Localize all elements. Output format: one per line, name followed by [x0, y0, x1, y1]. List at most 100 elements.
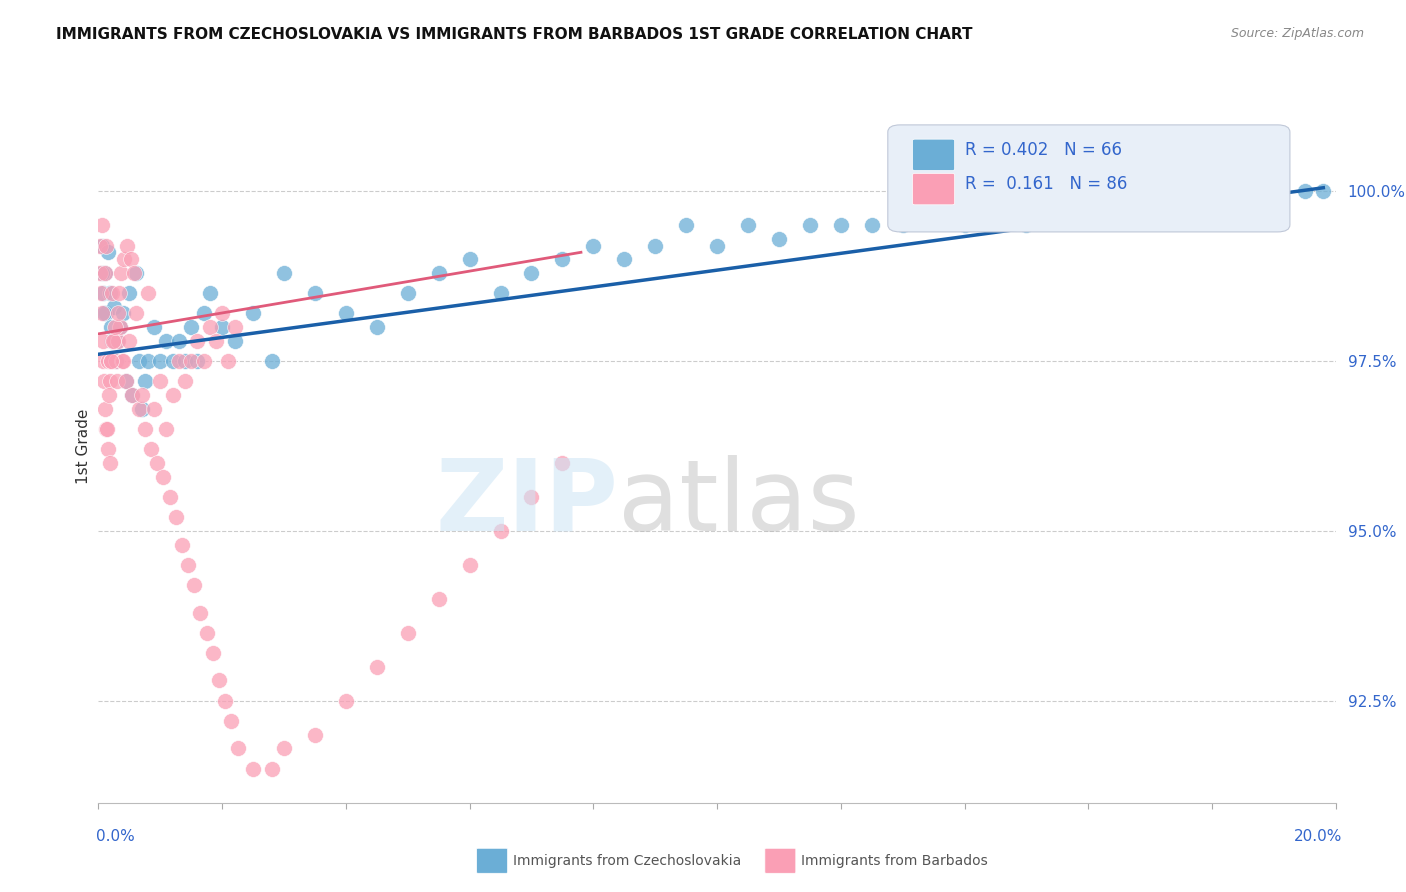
Point [198, 320, 221, 334]
Point [90, 238, 112, 252]
Point [97, 354, 120, 368]
Point [224, 334, 246, 348]
Point [93, 354, 115, 368]
Point [146, 456, 169, 470]
Point [1312, 184, 1334, 198]
Point [520, 266, 543, 280]
Point [159, 490, 181, 504]
Text: Immigrants from Barbados: Immigrants from Barbados [801, 854, 988, 868]
Point [104, 354, 127, 368]
Point [155, 334, 177, 348]
Point [115, 375, 138, 389]
Point [122, 266, 145, 280]
Point [131, 401, 153, 416]
Point [98, 375, 121, 389]
Point [458, 558, 481, 572]
Point [121, 388, 143, 402]
Point [118, 334, 141, 348]
Point [177, 558, 200, 572]
Point [1294, 184, 1316, 198]
Point [139, 442, 162, 457]
Point [117, 238, 139, 252]
Point [458, 252, 481, 266]
Point [180, 354, 202, 368]
Point [737, 218, 759, 232]
Point [167, 354, 190, 368]
Point [304, 728, 326, 742]
Point [170, 537, 193, 551]
Point [149, 375, 172, 389]
Point [120, 252, 142, 266]
Point [112, 354, 135, 368]
Point [91, 306, 114, 320]
Point [162, 388, 184, 402]
Point [174, 375, 197, 389]
Point [830, 218, 852, 232]
Point [104, 320, 127, 334]
Text: R =  0.161   N = 86: R = 0.161 N = 86 [965, 175, 1126, 193]
Point [91, 334, 114, 348]
Point [366, 320, 388, 334]
Point [101, 334, 124, 348]
Point [489, 524, 512, 538]
Point [214, 694, 236, 708]
Point [582, 238, 605, 252]
Point [103, 334, 125, 348]
Point [93, 266, 115, 280]
Point [396, 286, 419, 301]
Point [143, 320, 166, 334]
Point [101, 286, 124, 301]
Point [97, 245, 120, 260]
Point [110, 266, 132, 280]
Point [211, 320, 233, 334]
Point [121, 388, 143, 402]
Point [217, 354, 239, 368]
Point [103, 300, 125, 314]
Point [96, 422, 118, 436]
Point [94, 401, 117, 416]
Point [174, 354, 197, 368]
Text: 0.0%: 0.0% [96, 830, 135, 844]
Point [111, 354, 134, 368]
Point [183, 578, 205, 592]
Point [124, 306, 146, 320]
Point [186, 354, 208, 368]
Point [1263, 184, 1285, 198]
Point [108, 320, 131, 334]
Point [427, 266, 450, 280]
Point [108, 286, 131, 301]
Point [520, 490, 543, 504]
Point [675, 218, 697, 232]
Point [186, 334, 208, 348]
Point [768, 232, 790, 246]
Text: Source: ZipAtlas.com: Source: ZipAtlas.com [1230, 27, 1364, 40]
Point [551, 456, 574, 470]
Point [205, 334, 228, 348]
Point [860, 218, 883, 232]
Point [260, 762, 283, 776]
Point [97, 388, 120, 402]
Y-axis label: 1st Grade: 1st Grade [76, 409, 91, 483]
Text: R = 0.402   N = 66: R = 0.402 N = 66 [965, 141, 1122, 159]
Point [115, 375, 138, 389]
Text: IMMIGRANTS FROM CZECHOSLOVAKIA VS IMMIGRANTS FROM BARBADOS 1ST GRADE CORRELATION: IMMIGRANTS FROM CZECHOSLOVAKIA VS IMMIGR… [56, 27, 973, 42]
Point [93, 286, 115, 301]
Text: Immigrants from Czechoslovakia: Immigrants from Czechoslovakia [513, 854, 741, 868]
Point [335, 306, 357, 320]
Point [94, 306, 117, 320]
Point [149, 354, 172, 368]
Point [1015, 218, 1038, 232]
Point [155, 422, 177, 436]
Point [100, 354, 122, 368]
Point [90, 286, 112, 301]
Point [1077, 198, 1099, 212]
Point [100, 354, 122, 368]
Point [242, 306, 264, 320]
Point [89, 266, 111, 280]
Point [143, 401, 166, 416]
Point [224, 320, 246, 334]
Point [613, 252, 636, 266]
Point [152, 469, 174, 483]
Point [124, 266, 146, 280]
Point [366, 660, 388, 674]
